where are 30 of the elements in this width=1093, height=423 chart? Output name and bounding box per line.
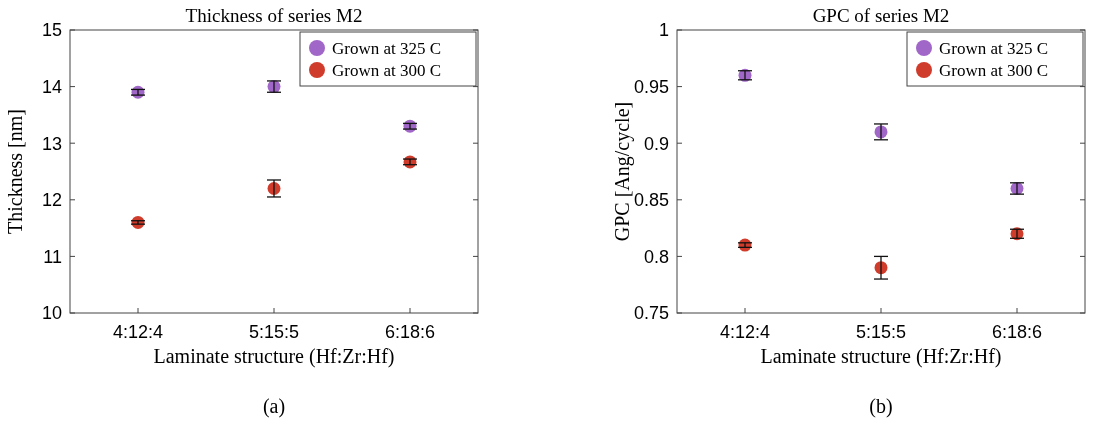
x-tick-label: 6:18:6 bbox=[384, 322, 436, 342]
y-tick-label: 12 bbox=[41, 190, 62, 211]
legend-label: Grown at 325 C bbox=[939, 38, 1049, 58]
text: (b) bbox=[869, 395, 893, 418]
legend-label: Grown at 325 C bbox=[332, 38, 442, 58]
y-tick-label: 15 bbox=[41, 20, 62, 41]
y-tick-label: 1 bbox=[658, 20, 669, 41]
x-axis-title: Laminate structure (Hf:Zr:Hf) bbox=[153, 345, 395, 368]
legend-label: Grown at 300 C bbox=[939, 60, 1049, 80]
y-tick-label: 13 bbox=[41, 133, 62, 154]
chart-title: GPC of series M2 bbox=[812, 5, 950, 26]
y-axis-title: GPC [Ang/cycle] bbox=[611, 101, 634, 242]
y-tick-label: 0.75 bbox=[633, 303, 669, 324]
y-tick-label: 10 bbox=[41, 303, 62, 324]
y-axis-title: Thickness [nm] bbox=[4, 109, 26, 234]
y-tick-label: 0.85 bbox=[633, 190, 669, 211]
x-tick-label: 5:15:5 bbox=[248, 322, 300, 342]
y-tick-label: 0.8 bbox=[643, 246, 669, 267]
x-tick-label: 4:12:4 bbox=[112, 322, 164, 342]
legend-label: Grown at 300 C bbox=[332, 60, 442, 80]
x-tick-label: 5:15:5 bbox=[855, 322, 907, 342]
y-tick-label: 11 bbox=[43, 246, 62, 267]
text: (a) bbox=[262, 395, 286, 418]
y-tick-label: 14 bbox=[41, 76, 62, 97]
y-tick-label: 0.9 bbox=[643, 133, 669, 154]
x-tick-label: 6:18:6 bbox=[991, 322, 1043, 342]
x-axis-title: Laminate structure (Hf:Zr:Hf) bbox=[760, 345, 1002, 368]
x-tick-label: 4:12:4 bbox=[719, 322, 771, 342]
y-tick-label: 0.95 bbox=[633, 76, 669, 97]
chart-title: Thickness of series M2 bbox=[185, 5, 363, 26]
